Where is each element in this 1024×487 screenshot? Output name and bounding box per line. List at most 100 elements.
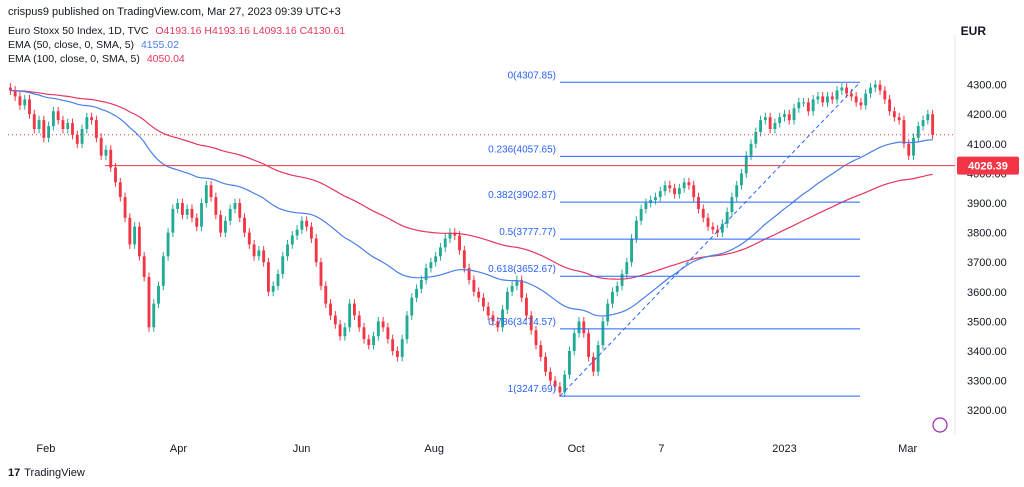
candle-body bbox=[754, 131, 758, 144]
legend-ema100-row[interactable]: EMA (100, close, 0, SMA, 5) 4050.04 bbox=[8, 52, 345, 66]
candle-body bbox=[324, 285, 328, 304]
candle-body bbox=[486, 306, 490, 316]
candle-body bbox=[8, 87, 12, 91]
candle-body bbox=[931, 114, 935, 135]
candle-body bbox=[582, 321, 586, 334]
candle-body bbox=[247, 232, 251, 245]
candle-body bbox=[845, 87, 849, 94]
ema100-value: 4050.04 bbox=[146, 53, 185, 65]
candle-body bbox=[357, 315, 361, 328]
candle-body bbox=[434, 256, 438, 263]
candle-body bbox=[85, 117, 89, 129]
candle-body bbox=[128, 217, 132, 245]
candle-body bbox=[51, 111, 55, 127]
candle-body bbox=[596, 345, 600, 372]
candle-body bbox=[376, 321, 380, 337]
y-tick-label: 3400.00 bbox=[967, 346, 1007, 358]
candle-body bbox=[558, 386, 562, 393]
candle-body bbox=[744, 155, 748, 174]
candle-body bbox=[606, 303, 610, 322]
candle-body bbox=[854, 96, 858, 103]
candle-body bbox=[553, 380, 557, 387]
candle-body bbox=[42, 120, 46, 138]
candle-body bbox=[333, 315, 337, 325]
ema100-line bbox=[10, 89, 933, 280]
x-tick-label: 7 bbox=[658, 443, 664, 455]
y-tick-label: 3700.00 bbox=[967, 257, 1007, 269]
candle-body bbox=[888, 99, 892, 112]
candle-body bbox=[391, 339, 395, 351]
candle-body bbox=[419, 279, 423, 289]
candle-body bbox=[166, 232, 170, 257]
candle-body bbox=[47, 126, 51, 138]
candle-body bbox=[290, 235, 294, 245]
candle-body bbox=[806, 102, 810, 112]
candle-body bbox=[352, 303, 356, 316]
candle-body bbox=[548, 371, 552, 381]
legend-main-row[interactable]: Euro Stoxx 50 Index, 1D, TVC O4193.16 H4… bbox=[8, 24, 345, 38]
candle-body bbox=[372, 336, 375, 346]
candle-body bbox=[147, 277, 151, 328]
candle-body bbox=[520, 279, 524, 298]
x-tick-label: Jun bbox=[293, 443, 311, 455]
candle-body bbox=[252, 244, 256, 257]
candle-body bbox=[228, 208, 232, 221]
candle-body bbox=[892, 111, 896, 118]
candle-body bbox=[90, 117, 94, 121]
candle-body bbox=[61, 120, 65, 129]
candle-body bbox=[496, 321, 500, 328]
fib-trend-line bbox=[559, 81, 861, 397]
candle-body bbox=[692, 185, 696, 198]
candle-body bbox=[396, 351, 399, 357]
candle-body bbox=[209, 185, 213, 198]
candle-body bbox=[13, 90, 17, 97]
ema100-label: EMA (100, close, 0, SMA, 5) bbox=[8, 53, 140, 65]
y-tick-label: 4100.00 bbox=[967, 139, 1007, 151]
candle-body bbox=[305, 220, 309, 227]
y-tick-label: 3800.00 bbox=[967, 228, 1007, 240]
candle-body bbox=[515, 279, 519, 286]
y-tick-label: 3300.00 bbox=[967, 376, 1007, 388]
candle-body bbox=[157, 285, 160, 304]
candle-body bbox=[190, 208, 194, 218]
x-tick-label: 2023 bbox=[772, 443, 796, 455]
candle-body bbox=[204, 185, 208, 203]
candle-body bbox=[735, 185, 739, 198]
candle-body bbox=[439, 247, 442, 257]
candle-body bbox=[185, 208, 189, 215]
events-icon bbox=[932, 417, 948, 433]
candle-body bbox=[319, 262, 323, 286]
x-tick-label: Feb bbox=[36, 443, 55, 455]
candle-body bbox=[152, 303, 156, 328]
chart-legend: Euro Stoxx 50 Index, 1D, TVC O4193.16 H4… bbox=[8, 24, 345, 66]
candle-body bbox=[697, 197, 700, 209]
candle-body bbox=[300, 220, 304, 230]
candle-body bbox=[37, 120, 41, 129]
candle-body bbox=[66, 123, 70, 129]
candle-body bbox=[505, 291, 509, 310]
candle-body bbox=[921, 120, 925, 127]
candle-body bbox=[835, 90, 839, 100]
candle-body bbox=[563, 374, 567, 393]
candle-body bbox=[75, 134, 79, 144]
candle-body bbox=[161, 256, 165, 286]
candle-body bbox=[257, 250, 261, 257]
fib-level-label: 1(3247.69) bbox=[508, 384, 556, 395]
candle-body bbox=[477, 291, 481, 298]
legend-ema50-row[interactable]: EMA (50, close, 0, SMA, 5) 4155.02 bbox=[8, 38, 345, 52]
candle-body bbox=[343, 327, 347, 337]
candle-body bbox=[348, 303, 352, 328]
currency-label: EUR bbox=[960, 24, 986, 38]
candle-body bbox=[94, 120, 98, 138]
candle-body bbox=[720, 223, 724, 233]
x-tick-label: Oct bbox=[568, 443, 585, 455]
candle-body bbox=[214, 197, 218, 215]
candle-body bbox=[443, 238, 447, 248]
candle-body bbox=[811, 99, 815, 112]
tradingview-footer[interactable]: 17 TradingView bbox=[8, 467, 85, 479]
candle-body bbox=[687, 182, 691, 186]
tradingview-logo-icon: 17 bbox=[8, 467, 21, 479]
candle-body bbox=[869, 87, 872, 94]
fib-level-label: 0.5(3777.77) bbox=[499, 227, 556, 238]
